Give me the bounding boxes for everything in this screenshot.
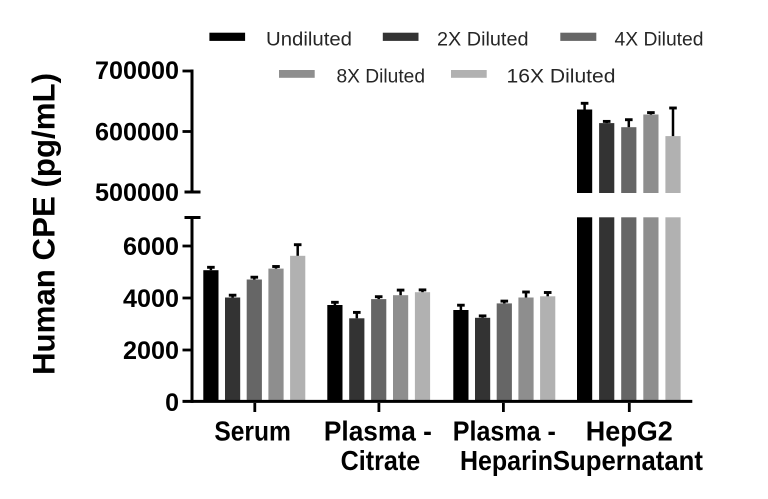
svg-text:2X Diluted: 2X Diluted [437, 29, 529, 51]
svg-text:500000: 500000 [95, 179, 179, 207]
svg-text:4X Diluted: 4X Diluted [615, 29, 704, 51]
svg-text:0: 0 [165, 389, 179, 417]
svg-text:700000: 700000 [95, 57, 179, 85]
svg-text:8X Diluted: 8X Diluted [337, 66, 426, 88]
svg-text:Undiluted: Undiluted [266, 29, 352, 51]
svg-text:Human CPE (pg/mL): Human CPE (pg/mL) [26, 73, 62, 375]
svg-text:4000: 4000 [123, 285, 179, 313]
svg-text:2000: 2000 [123, 337, 179, 365]
svg-text:16X Diluted: 16X Diluted [507, 66, 616, 88]
svg-text:Plasma -: Plasma - [453, 416, 556, 447]
svg-text:Supernatant: Supernatant [553, 445, 703, 476]
svg-text:600000: 600000 [95, 119, 179, 147]
svg-text:Heparin: Heparin [460, 445, 553, 476]
svg-text:Citrate: Citrate [341, 445, 421, 476]
svg-text:HepG2: HepG2 [586, 416, 673, 447]
svg-text:Plasma -: Plasma - [324, 416, 432, 447]
svg-text:Serum: Serum [214, 416, 291, 447]
svg-text:6000: 6000 [123, 233, 179, 261]
